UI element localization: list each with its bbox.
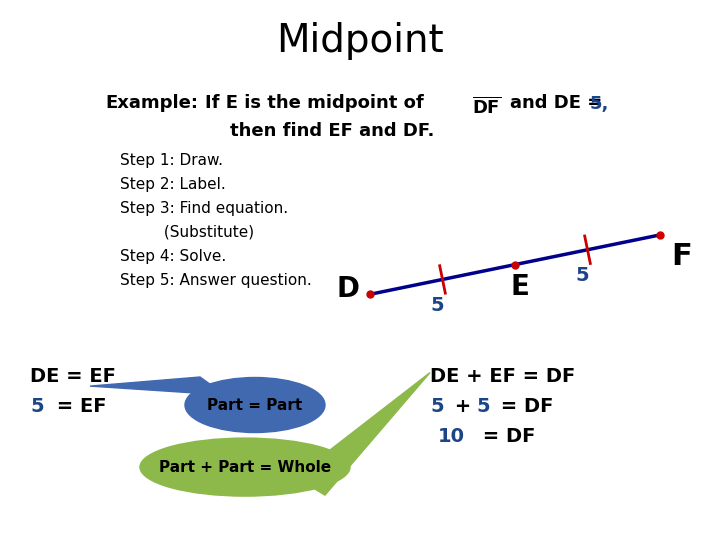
Text: 5: 5 (476, 397, 490, 416)
Text: 5: 5 (576, 266, 589, 285)
Text: +: + (448, 397, 478, 416)
Text: DE = EF: DE = EF (30, 367, 116, 386)
Text: 5: 5 (30, 397, 44, 416)
Text: 5: 5 (431, 296, 444, 315)
Text: Step 4: Solve.: Step 4: Solve. (120, 248, 226, 264)
Text: E: E (510, 273, 529, 301)
Text: = DF: = DF (476, 427, 536, 446)
Text: Part = Part: Part = Part (207, 397, 302, 413)
Ellipse shape (185, 377, 325, 433)
Text: Midpoint: Midpoint (276, 22, 444, 59)
Text: Step 3: Find equation.: Step 3: Find equation. (120, 200, 288, 215)
Polygon shape (90, 377, 225, 395)
Text: Step 5: Answer question.: Step 5: Answer question. (120, 273, 312, 287)
Text: F: F (672, 242, 693, 272)
Text: (Substitute): (Substitute) (120, 225, 254, 240)
Text: If E is the midpoint of: If E is the midpoint of (205, 94, 424, 112)
Text: $\overline{\mathbf{DF}}$: $\overline{\mathbf{DF}}$ (472, 97, 501, 117)
Text: Step 1: Draw.: Step 1: Draw. (120, 152, 223, 167)
Text: and DE =: and DE = (510, 94, 602, 112)
Text: Part + Part = Whole: Part + Part = Whole (159, 460, 331, 475)
Text: 10: 10 (438, 427, 465, 446)
Text: = EF: = EF (50, 397, 107, 416)
Text: DE + EF = DF: DE + EF = DF (430, 367, 575, 386)
Text: then find EF and DF.: then find EF and DF. (230, 123, 434, 140)
Text: 5: 5 (430, 397, 444, 416)
Text: D: D (336, 275, 359, 303)
Text: Step 2: Label.: Step 2: Label. (120, 177, 226, 192)
Text: 5,: 5, (590, 94, 609, 112)
Text: Example:: Example: (105, 94, 198, 112)
Text: = DF: = DF (494, 397, 554, 416)
Ellipse shape (140, 438, 350, 496)
Polygon shape (295, 373, 430, 495)
